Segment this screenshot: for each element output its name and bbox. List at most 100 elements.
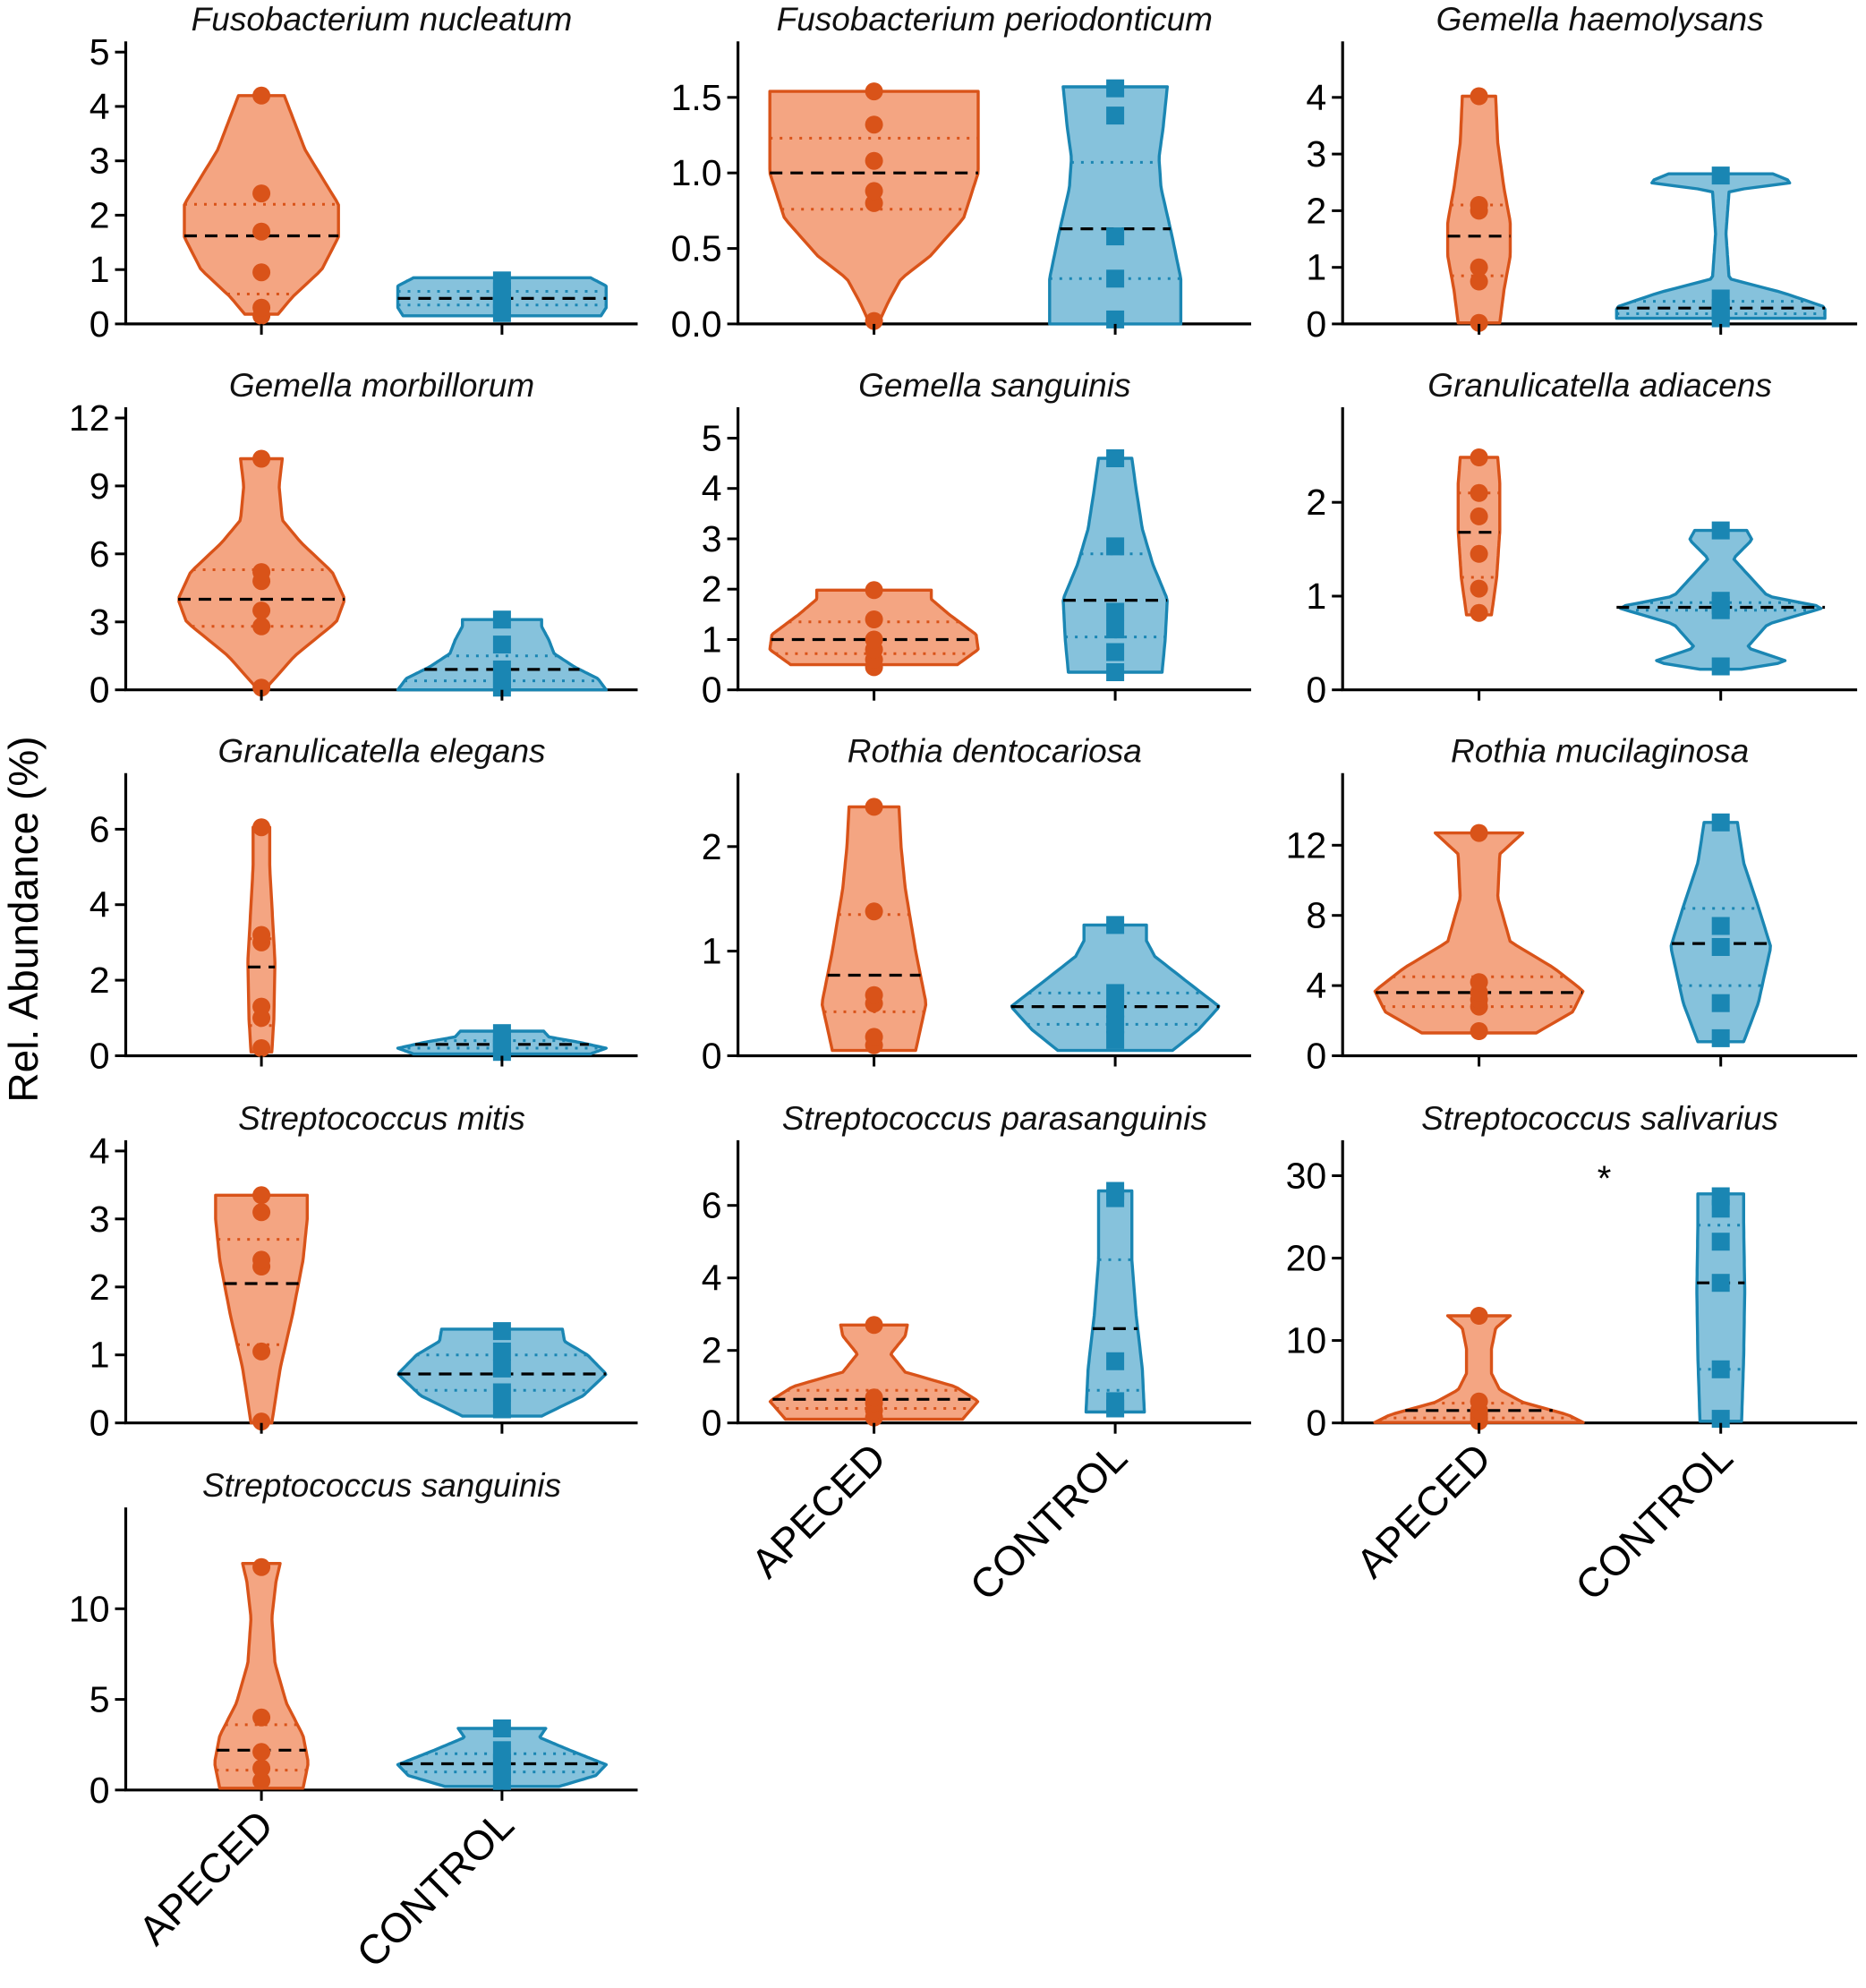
- data-point: [1106, 999, 1125, 1018]
- y-tick-label: 6: [702, 1185, 722, 1226]
- data-point: [252, 1039, 271, 1057]
- y-tick-label: 1: [702, 931, 722, 972]
- data-point: [1711, 1233, 1730, 1251]
- data-point: [1106, 227, 1125, 246]
- data-point: [1106, 916, 1125, 934]
- violin-panel: Gemella morbillorum 0 3 6 9 12: [69, 367, 638, 711]
- data-point: [252, 1759, 271, 1778]
- data-point: [1106, 79, 1125, 98]
- data-point: [252, 1412, 271, 1431]
- violin-body: [213, 1562, 310, 1790]
- data-point: [1470, 1022, 1488, 1040]
- data-point: [1470, 448, 1488, 466]
- data-point: [1470, 507, 1488, 525]
- violin-panel: Fusobacterium nucleatum 0 1 2 3 4 5: [89, 1, 638, 345]
- violin-panel: Streptococcus mitis 0 1 2 3 4: [89, 1100, 638, 1444]
- data-point: [492, 271, 511, 290]
- y-tick-label: 5: [89, 31, 110, 73]
- y-tick-label: 8: [1306, 895, 1326, 936]
- violin-control: [1048, 79, 1183, 328]
- violin-apeced: [821, 798, 928, 1054]
- data-point: [252, 86, 271, 105]
- violin-body: [1456, 456, 1502, 617]
- data-point: [252, 298, 271, 317]
- violin-body: [1084, 1189, 1146, 1414]
- y-tick-label: 6: [89, 808, 110, 849]
- violin-body: [821, 805, 928, 1053]
- data-point: [252, 1250, 271, 1269]
- violin-control: [396, 1719, 608, 1790]
- data-point: [865, 82, 883, 101]
- y-tick-label: 0: [1306, 1403, 1326, 1444]
- y-tick-label: 2: [702, 568, 722, 610]
- panel-title: Fusobacterium nucleatum: [192, 1, 573, 38]
- data-point: [1106, 1015, 1125, 1034]
- y-tick-label: 0: [702, 1403, 722, 1444]
- data-point: [865, 151, 883, 170]
- data-point: [1470, 603, 1488, 622]
- data-point: [1711, 917, 1730, 935]
- panel-title: Rothia mucilaginosa: [1451, 733, 1749, 770]
- violin-apeced: [183, 86, 340, 325]
- data-point: [865, 1316, 883, 1335]
- y-tick-label: 4: [89, 86, 110, 127]
- y-tick-label: 0: [1306, 670, 1326, 711]
- x-category-label: CONTROL: [960, 1434, 1136, 1609]
- panel-title: Gemella morbillorum: [229, 367, 534, 404]
- data-point: [865, 182, 883, 201]
- x-category-label: CONTROL: [347, 1801, 523, 1976]
- y-tick-label: 1: [89, 1335, 110, 1376]
- violin-body: [1695, 1192, 1747, 1423]
- data-point: [252, 222, 271, 241]
- violin-body: [183, 94, 340, 316]
- data-point: [1106, 269, 1125, 288]
- data-point: [1470, 258, 1488, 277]
- data-point: [865, 902, 883, 921]
- y-tick-label: 30: [1286, 1156, 1327, 1197]
- violin-body: [396, 618, 608, 692]
- violin-panel: Rothia dentocariosa 0 1 2: [702, 733, 1251, 1077]
- data-point: [252, 449, 271, 468]
- data-point: [1106, 602, 1125, 621]
- violin-panel: Gemella sanguinis 0 1 2 3 4 5: [702, 367, 1251, 711]
- y-tick-label: 1: [1306, 247, 1326, 288]
- data-point: [1106, 663, 1125, 681]
- y-tick-label: 2: [702, 826, 722, 867]
- panel-title: Rothia dentocariosa: [848, 733, 1142, 770]
- data-point: [865, 630, 883, 649]
- data-point: [865, 985, 883, 1004]
- data-point: [1711, 166, 1730, 185]
- data-point: [1470, 313, 1488, 332]
- data-point: [252, 263, 271, 282]
- y-tick-label: 5: [89, 1679, 110, 1720]
- violin-control: [396, 271, 608, 322]
- violin-apeced: [1456, 448, 1502, 622]
- data-point: [1470, 973, 1488, 992]
- violin-control: [1669, 813, 1772, 1047]
- y-tick-label: 3: [1306, 133, 1326, 175]
- data-point: [252, 1743, 271, 1762]
- violin-apeced: [1373, 1307, 1585, 1430]
- violin-control: [1061, 449, 1169, 681]
- data-point: [1711, 1274, 1730, 1293]
- y-tick-label: 2: [89, 960, 110, 1001]
- violin-body: [214, 1193, 309, 1425]
- data-point: [1106, 643, 1125, 661]
- data-point: [1106, 1030, 1125, 1049]
- data-point: [1106, 107, 1125, 125]
- violin-panel: Granulicatella elegans 0 2 4 6: [89, 733, 638, 1077]
- violin-body: [1048, 85, 1183, 326]
- violin-body: [1615, 172, 1827, 320]
- y-tick-label: 9: [89, 465, 110, 507]
- data-point: [1470, 579, 1488, 598]
- y-tick-label: 0: [89, 303, 110, 345]
- y-tick-label: 4: [89, 884, 110, 926]
- data-point: [252, 1186, 271, 1205]
- y-tick-label: 12: [69, 397, 110, 439]
- data-point: [492, 660, 511, 678]
- y-tick-label: 4: [1306, 965, 1326, 1006]
- y-tick-label: 4: [702, 468, 722, 509]
- y-tick-label: 3: [89, 1199, 110, 1240]
- y-tick-label: 1: [702, 619, 722, 661]
- data-point: [1711, 1360, 1730, 1378]
